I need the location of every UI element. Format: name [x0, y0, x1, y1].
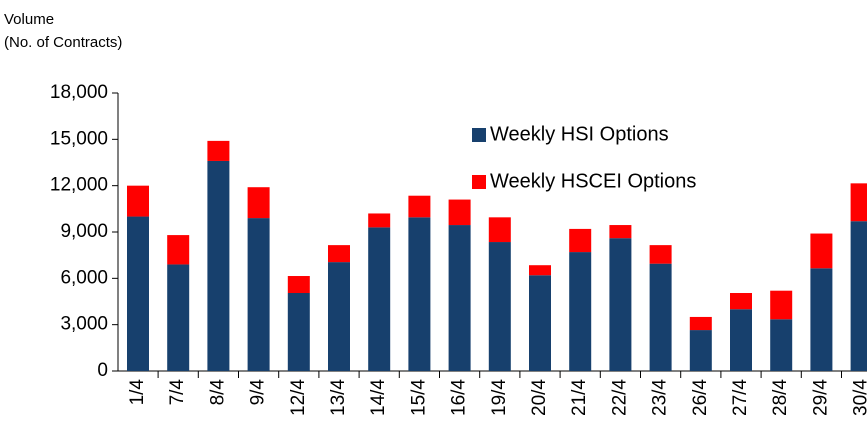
x-tick-label: 7/4 — [167, 379, 188, 406]
bar-segment — [328, 262, 350, 371]
y-tick-label: 18,000 — [50, 82, 108, 103]
x-tick-label: 27/4 — [730, 379, 751, 416]
bar-segment — [689, 330, 712, 371]
x-tick-label: 22/4 — [609, 379, 630, 416]
x-tick-label: 20/4 — [529, 379, 550, 416]
bar-segment — [247, 218, 270, 371]
x-tick-label: 16/4 — [449, 379, 470, 416]
x-tick-label: 14/4 — [368, 379, 389, 416]
legend-label: Weekly HSCEI Options — [490, 170, 696, 192]
x-tick-label: 9/4 — [248, 379, 269, 406]
x-tick-label: 19/4 — [489, 379, 510, 416]
x-tick-label: 1/4 — [127, 379, 148, 406]
x-tick-label: 12/4 — [288, 379, 309, 416]
legend-label: Weekly HSI Options — [490, 123, 669, 145]
bar-segment — [287, 276, 310, 294]
bar-segment — [368, 227, 391, 371]
bar-segment — [850, 183, 867, 222]
bar-segment — [810, 233, 833, 269]
x-tick-label: 21/4 — [569, 379, 590, 416]
x-tick-label: 13/4 — [328, 379, 349, 416]
y-tick-label: 3,000 — [60, 314, 108, 335]
bar-segment — [127, 185, 149, 217]
y-tick-label: 0 — [97, 360, 108, 381]
x-tick-label: 29/4 — [810, 379, 831, 416]
bar-segment — [408, 217, 431, 371]
y-tick-label: 9,000 — [60, 221, 108, 242]
bar-segment — [207, 140, 230, 161]
bar-segment — [770, 290, 793, 320]
x-tick-label: 30/4 — [851, 379, 867, 416]
bar-segment — [488, 217, 511, 243]
y-tick-label: 12,000 — [50, 175, 108, 196]
x-tick-label: 8/4 — [207, 379, 228, 406]
bar-segment — [448, 199, 471, 226]
bar-segment — [368, 213, 391, 228]
bar-segment — [127, 216, 149, 371]
y-axis-title: (No. of Contracts) — [4, 34, 122, 51]
y-tick-label: 6,000 — [60, 267, 108, 288]
bar-segment — [529, 265, 551, 276]
x-tick-label: 23/4 — [650, 379, 671, 416]
bar-segment — [287, 293, 310, 371]
x-tick-label: 28/4 — [770, 379, 791, 416]
bar-segment — [167, 235, 190, 265]
bar-segment — [609, 238, 632, 371]
legend-swatch — [472, 128, 486, 142]
bar-segment — [689, 316, 712, 331]
bar-segment — [408, 195, 431, 218]
y-axis-title: Volume — [4, 11, 54, 28]
bar-segment — [730, 293, 752, 310]
x-tick-label: 26/4 — [690, 379, 711, 416]
x-tick-label: 15/4 — [408, 379, 429, 416]
bar-segment — [529, 275, 551, 371]
bar-segment — [569, 228, 592, 253]
bar-segment — [569, 252, 592, 371]
bar-segment — [167, 264, 190, 371]
y-tick-label: 15,000 — [50, 128, 108, 149]
bar-segment — [649, 245, 672, 264]
bar-segment — [609, 225, 632, 239]
bar-segment — [488, 242, 511, 371]
legend-swatch — [472, 175, 486, 189]
bar-segment — [649, 263, 672, 371]
bar-segment — [328, 245, 350, 263]
bar-segment — [448, 225, 471, 371]
bar-segment — [247, 187, 270, 219]
bar-segment — [207, 160, 230, 371]
bar-segment — [770, 319, 793, 371]
bar-segment — [810, 268, 833, 371]
bar-segment — [850, 221, 867, 371]
bar-segment — [730, 309, 752, 371]
